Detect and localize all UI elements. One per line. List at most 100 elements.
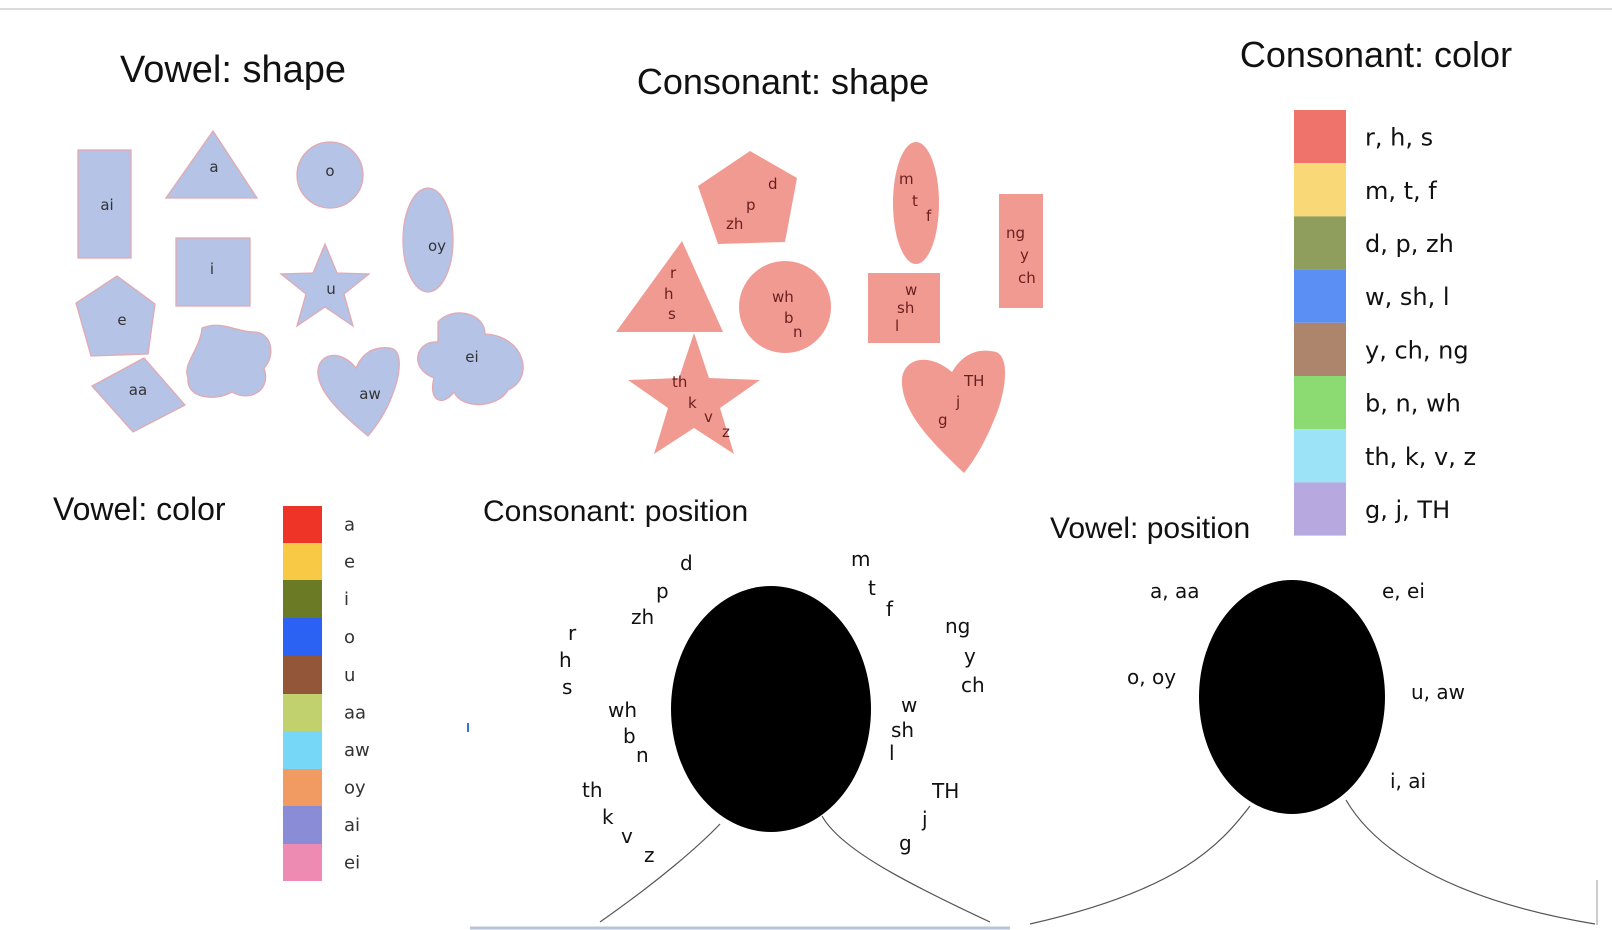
consonant-position-label: r	[568, 621, 577, 645]
neck-line-right	[821, 815, 991, 923]
vowel-heart-shape	[317, 347, 400, 437]
consonant-position-label: y	[964, 644, 976, 668]
consonant-color-label: g, j, TH	[1365, 496, 1450, 524]
consonant-shape-label: j	[955, 393, 960, 411]
consonant-shape-label: g	[938, 411, 948, 429]
vowel-color-label: u	[344, 665, 355, 686]
vowel-position-label: i, ai	[1390, 769, 1426, 793]
consonant-pentagon-shape	[698, 151, 797, 244]
vowel-shape-label: e	[117, 311, 126, 329]
vowel-rectangle-shape	[77, 149, 132, 259]
consonant-position-label: j	[921, 807, 928, 831]
consonant-shape-label: zh	[726, 215, 743, 233]
vowel-color-swatch	[283, 506, 322, 543]
consonant-color-label: y, ch, ng	[1365, 336, 1469, 364]
vowel-blob-shape	[186, 324, 272, 398]
vowel-position-title: Vowel: position	[1050, 512, 1250, 545]
consonant-circle-shape	[739, 261, 831, 353]
neck-line-left	[599, 823, 721, 923]
consonant-position-label: z	[644, 843, 655, 867]
consonant-position-label: g	[899, 831, 912, 855]
vowel-color-title: Vowel: color	[53, 491, 226, 527]
consonant-position-label: n	[636, 743, 649, 767]
consonant-position-label: h	[559, 648, 572, 672]
vowel-color-label: ai	[344, 815, 360, 836]
consonant-square-shape	[868, 273, 940, 343]
vowel-color-label: oy	[344, 778, 366, 799]
consonant-shape-label: r	[670, 264, 677, 282]
vowel-color-label: o	[344, 627, 355, 648]
vowel-position-label: a, aa	[1150, 579, 1199, 603]
consonant-position-label: p	[656, 579, 669, 603]
consonant-triangle-shape	[616, 241, 723, 332]
vowel-color-label: aw	[344, 740, 370, 761]
consonant-position-label: t	[868, 576, 876, 600]
consonant-position-label: s	[562, 675, 572, 699]
vowel-shape-label: ei	[465, 348, 478, 366]
consonant-shape-label: w	[905, 281, 917, 299]
vowel-shape-label: i	[210, 260, 214, 278]
consonant-color-swatch	[1294, 482, 1346, 536]
consonant-shape-label: l	[895, 317, 899, 335]
consonant-color-title: Consonant: color	[1240, 34, 1512, 75]
consonant-position-label: f	[886, 597, 894, 621]
consonant-color-label: th, k, v, z	[1365, 443, 1476, 471]
vowel-pentagon-shape	[75, 275, 156, 357]
head-silhouette	[671, 586, 871, 832]
consonant-color-swatch	[1294, 376, 1346, 430]
consonant-shape-label: d	[768, 175, 778, 193]
consonant-position-label: th	[582, 778, 603, 802]
vowel-position-label: e, ei	[1382, 579, 1425, 603]
head-silhouette	[1199, 580, 1385, 814]
neck-line-right	[1345, 799, 1596, 925]
consonant-shape-label: wh	[772, 288, 794, 306]
consonant-position-diagram: d p zh r h s wh b n th k v z m t f ng y …	[559, 547, 991, 923]
consonant-ellipse-shape	[893, 142, 939, 264]
vowel-color-swatch	[283, 618, 322, 656]
consonant-shape-label: h	[664, 285, 674, 303]
vowel-shapes: ai a o oy i u e ei aa aw	[75, 129, 524, 437]
consonant-shape-label: m	[899, 170, 914, 188]
vowel-flower-shape	[417, 312, 524, 406]
consonant-color-swatch	[1294, 429, 1346, 483]
vowel-ellipse-shape	[402, 187, 454, 293]
consonant-shape-label: ng	[1006, 224, 1025, 242]
vowel-color-label: ei	[344, 853, 360, 874]
vowel-circle-shape	[296, 141, 364, 209]
consonant-shape-label: b	[784, 309, 794, 327]
consonant-shape-label: f	[926, 207, 932, 225]
consonant-color-legend: r, h, s m, t, f d, p, zh w, sh, l y, ch, ng b…	[1294, 110, 1476, 536]
vowel-position-label: o, oy	[1127, 665, 1176, 689]
vowel-color-label: a	[344, 515, 355, 536]
vowel-position-diagram: a, aa e, ei o, oy u, aw i, ai	[1029, 579, 1596, 925]
consonant-shape-label: ch	[1018, 269, 1036, 287]
consonant-position-title: Consonant: position	[483, 495, 748, 528]
vowel-color-swatch	[283, 806, 322, 844]
consonant-color-swatch	[1294, 269, 1346, 323]
consonant-color-swatch	[1294, 322, 1346, 376]
vowel-star-shape	[279, 242, 371, 328]
vowel-color-label: aa	[344, 703, 366, 724]
consonant-shape-label: k	[688, 394, 697, 412]
consonant-color-label: r, h, s	[1365, 124, 1433, 152]
vowel-color-swatch	[283, 844, 322, 881]
consonant-shape-label: sh	[897, 299, 914, 317]
vowel-color-swatch	[283, 656, 322, 694]
consonant-color-label: w, sh, l	[1365, 283, 1450, 311]
consonant-shape-label: z	[722, 423, 730, 441]
consonant-color-label: m, t, f	[1365, 177, 1437, 205]
vowel-color-swatch	[283, 731, 322, 769]
vowel-shape-label: aa	[129, 381, 147, 399]
vowel-shape-label: u	[326, 280, 336, 298]
consonant-shape-title: Consonant: shape	[637, 61, 929, 102]
vowel-shape-title: Vowel: shape	[120, 49, 346, 91]
consonant-shape-label: s	[668, 305, 676, 323]
vowel-color-swatch	[283, 580, 322, 618]
consonant-position-label: sh	[891, 718, 914, 742]
consonant-position-label: k	[602, 805, 614, 829]
consonant-position-label: m	[851, 547, 870, 571]
consonant-shape-label: t	[912, 192, 918, 210]
consonant-position-label: TH	[931, 779, 959, 803]
consonant-shape-label: TH	[963, 372, 984, 390]
